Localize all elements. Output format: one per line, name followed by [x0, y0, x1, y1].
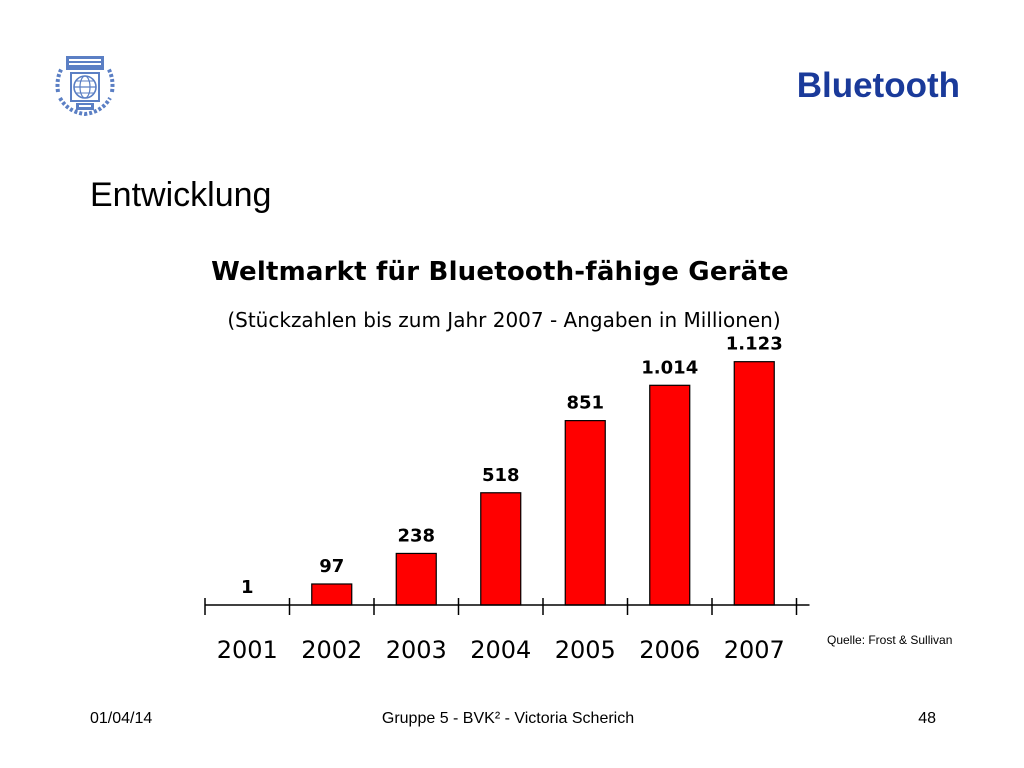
- bar: [311, 583, 353, 606]
- bar: [395, 552, 437, 606]
- data-label: 1.014: [641, 357, 698, 378]
- university-logo: [55, 56, 115, 117]
- data-label: 851: [566, 393, 604, 414]
- page-number: 48: [918, 710, 936, 727]
- source-note: Quelle: Frost & Sullivan: [827, 633, 953, 647]
- bar: [733, 361, 775, 606]
- bar: [564, 420, 606, 606]
- bar: [649, 384, 691, 606]
- data-label: 1.123: [726, 334, 783, 355]
- x-tick-label: 2004: [470, 636, 531, 664]
- data-label: 518: [482, 465, 520, 486]
- x-tick-label: 2005: [555, 636, 616, 664]
- x-tick-label: 2007: [724, 636, 785, 664]
- section-heading: Entwicklung: [90, 176, 272, 214]
- footer-date: 01/04/14: [90, 710, 153, 727]
- data-label: 238: [397, 525, 435, 546]
- data-label: 97: [319, 556, 344, 577]
- x-tick-label: 2002: [301, 636, 362, 664]
- x-tick-label: 2006: [639, 636, 700, 664]
- slide-title: Bluetooth: [796, 66, 960, 105]
- x-tick-label: 2003: [386, 636, 447, 664]
- chart-subtitle: (Stückzahlen bis zum Jahr 2007 - Angaben…: [227, 308, 781, 332]
- x-tick-label: 2001: [217, 636, 278, 664]
- data-label: 1: [241, 577, 254, 598]
- chart-title: Weltmarkt für Bluetooth-fähige Geräte: [211, 257, 789, 287]
- footer-title: Gruppe 5 - BVK² - Victoria Scherich: [381, 710, 635, 727]
- bar: [480, 492, 522, 606]
